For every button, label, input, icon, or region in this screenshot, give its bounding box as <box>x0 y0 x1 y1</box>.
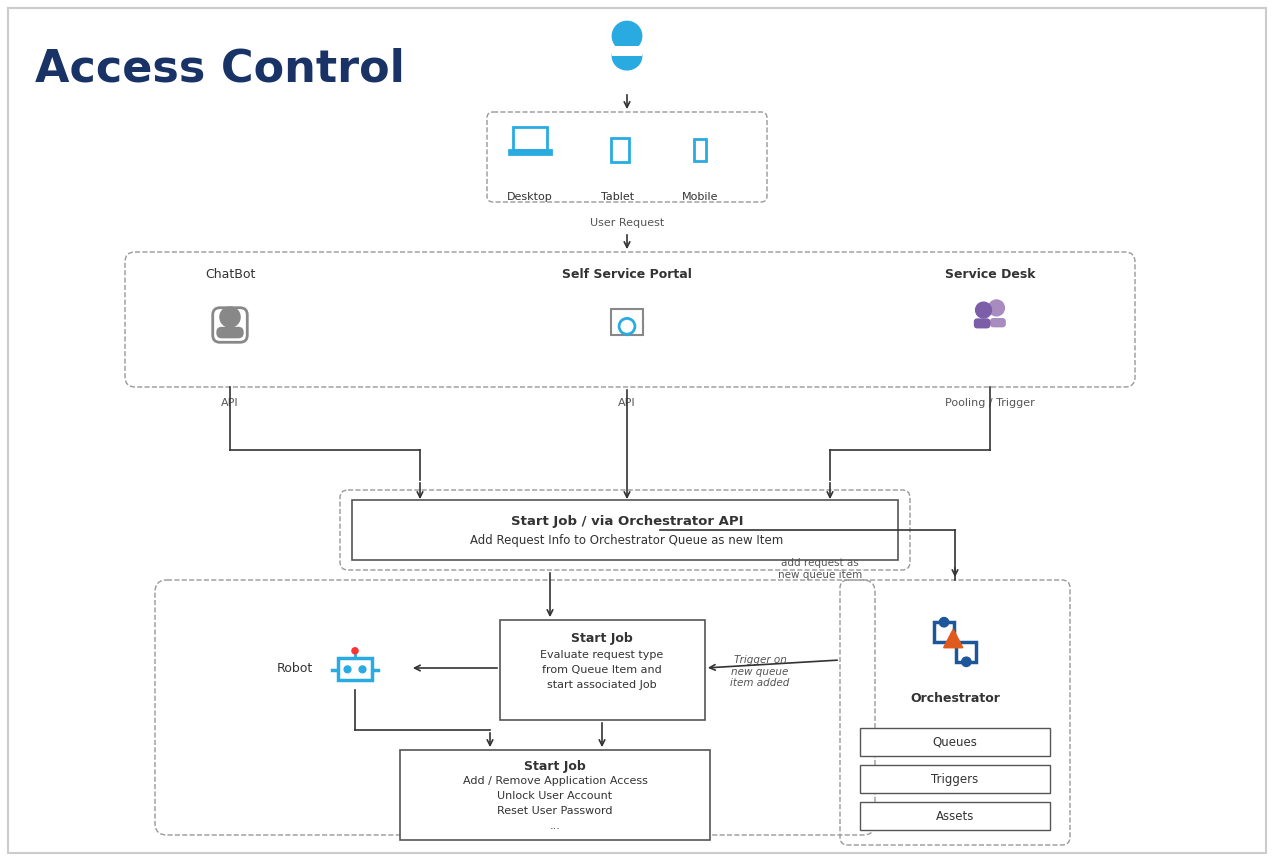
Text: Unlock User Account: Unlock User Account <box>497 791 613 801</box>
Circle shape <box>962 657 971 666</box>
FancyBboxPatch shape <box>860 802 1050 830</box>
FancyBboxPatch shape <box>860 765 1050 793</box>
Text: Pooling / Trigger: Pooling / Trigger <box>945 398 1034 408</box>
Text: Desktop: Desktop <box>507 192 553 202</box>
Circle shape <box>220 307 240 327</box>
Text: API: API <box>618 398 636 408</box>
Circle shape <box>613 22 642 51</box>
Text: Assets: Assets <box>936 809 975 822</box>
FancyBboxPatch shape <box>352 500 898 560</box>
Text: Orchestrator: Orchestrator <box>910 692 1000 705</box>
FancyBboxPatch shape <box>973 319 990 328</box>
Text: Mobile: Mobile <box>682 192 719 202</box>
Text: ChatBot: ChatBot <box>205 268 255 281</box>
FancyBboxPatch shape <box>860 728 1050 756</box>
Text: Start Job: Start Job <box>524 760 586 773</box>
FancyBboxPatch shape <box>217 327 243 338</box>
Text: Self Service Portal: Self Service Portal <box>562 268 692 281</box>
Circle shape <box>939 617 949 627</box>
Circle shape <box>344 666 350 672</box>
FancyBboxPatch shape <box>612 138 629 162</box>
Text: Queues: Queues <box>933 735 977 748</box>
Circle shape <box>359 666 366 672</box>
Text: Evaluate request type: Evaluate request type <box>540 650 664 660</box>
FancyBboxPatch shape <box>990 318 1006 327</box>
FancyBboxPatch shape <box>513 127 547 150</box>
FancyBboxPatch shape <box>694 139 706 161</box>
Text: Start Job: Start Job <box>571 632 633 645</box>
FancyBboxPatch shape <box>338 659 372 680</box>
Text: Triggers: Triggers <box>931 772 978 785</box>
Text: API: API <box>222 398 238 408</box>
Text: Reset User Password: Reset User Password <box>497 806 613 816</box>
Text: Add Request Info to Orchestrator Queue as new Item: Add Request Info to Orchestrator Queue a… <box>470 534 784 547</box>
Text: Add / Remove Application Access: Add / Remove Application Access <box>462 776 647 786</box>
Text: from Queue Item and: from Queue Item and <box>543 665 662 675</box>
Text: Access Control: Access Control <box>34 48 405 91</box>
FancyBboxPatch shape <box>510 150 550 154</box>
FancyBboxPatch shape <box>499 620 705 720</box>
Text: start associated Job: start associated Job <box>548 680 657 690</box>
FancyBboxPatch shape <box>612 46 642 56</box>
Circle shape <box>989 300 1004 316</box>
FancyBboxPatch shape <box>610 309 643 335</box>
Circle shape <box>352 647 358 653</box>
Text: Trigger on
new queue
item added: Trigger on new queue item added <box>730 655 790 688</box>
Text: User Request: User Request <box>590 218 664 228</box>
Circle shape <box>976 302 991 318</box>
Text: Start Job / via Orchestrator API: Start Job / via Orchestrator API <box>511 515 743 528</box>
FancyBboxPatch shape <box>400 750 710 840</box>
Polygon shape <box>944 629 963 647</box>
Ellipse shape <box>613 42 642 70</box>
Text: ...: ... <box>549 821 561 831</box>
Text: Service Desk: Service Desk <box>945 268 1036 281</box>
Text: Tablet: Tablet <box>601 192 634 202</box>
Text: add request as
new queue item: add request as new queue item <box>778 558 862 579</box>
Text: Robot: Robot <box>276 661 313 674</box>
